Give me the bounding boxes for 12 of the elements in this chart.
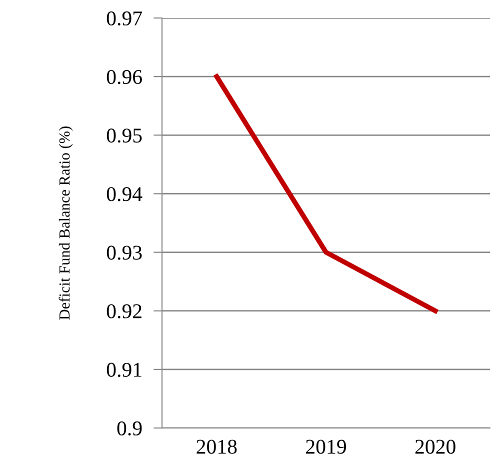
y-tick-label: 0.9 [117, 421, 142, 436]
x-tick-label: 2019 [306, 440, 346, 454]
y-tick-label: 0.97 [106, 11, 142, 26]
y-tick-label: 0.92 [106, 304, 142, 318]
y-axis-title: Deficit Fund Balance Ratio (%) [58, 126, 73, 320]
y-tick-label: 0.93 [106, 246, 142, 260]
x-tick-label: 2018 [196, 440, 237, 454]
x-tick-label: 2020 [415, 440, 456, 454]
y-tick-label: 0.96 [106, 70, 142, 84]
y-tick-label: 0.94 [106, 187, 142, 202]
y-tick-label: 0.95 [106, 128, 142, 143]
y-tick-label: 0.91 [106, 362, 142, 377]
